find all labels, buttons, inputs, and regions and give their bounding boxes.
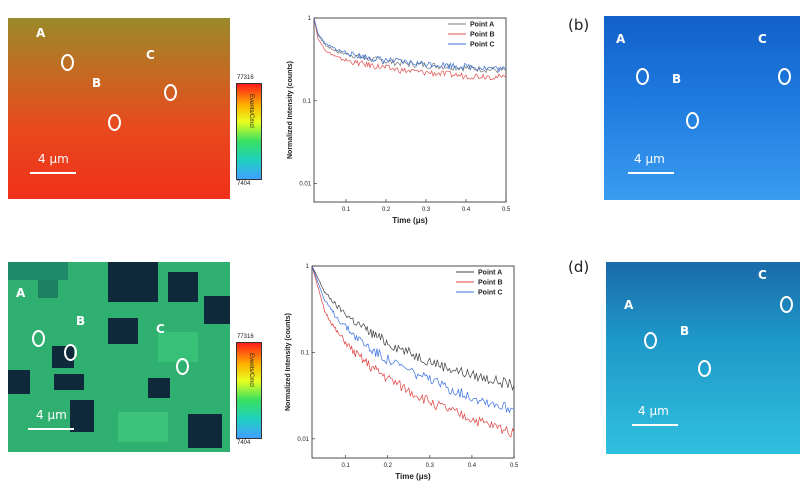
map-c-label-a: A — [16, 286, 26, 300]
map-c-colorbar-title: Events/Cmcl — [248, 353, 254, 387]
map-c-colorbar: 77316 Events/Cmcl 7404 — [236, 334, 262, 446]
series-line-point-b — [311, 265, 515, 438]
map-d-label-b: B — [680, 324, 690, 338]
series-line-point-a — [313, 17, 507, 74]
map-b-point-a-marker — [636, 68, 649, 85]
x-axis-label: Time (μs) — [392, 216, 428, 225]
map-a-point-a-marker — [61, 54, 74, 71]
x-tick-label: 0.1 — [342, 207, 351, 213]
map-c: A B C 4 μm — [8, 262, 230, 452]
map-d-point-c-marker — [780, 296, 793, 313]
map-d-point-b-marker — [698, 360, 711, 377]
map-b-label-a: A — [616, 32, 626, 46]
legend-entry: Point A — [478, 270, 502, 277]
plot-frame — [311, 265, 515, 459]
legend-entry: Point C — [470, 42, 495, 49]
x-tick-label: 0.4 — [468, 463, 477, 469]
map-b-point-b-marker — [686, 112, 699, 129]
panel-label-b: (b) — [568, 16, 590, 34]
map-a-colorbar-title: Events/Cmcl — [248, 94, 254, 128]
x-tick-label: 0.5 — [510, 463, 519, 469]
y-tick-label: 0.01 — [299, 182, 311, 188]
map-c-scale-bar: 4 μm — [28, 408, 78, 434]
map-c-scale-label: 4 μm — [36, 408, 67, 422]
series-line-point-a — [311, 265, 515, 392]
plot-frame — [313, 17, 507, 203]
legend-entry: Point A — [470, 22, 494, 29]
map-a-point-c-marker — [164, 84, 177, 101]
y-axis-label: Normalized Intensity (counts) — [287, 61, 294, 159]
map-b-scale-label: 4 μm — [634, 152, 665, 166]
map-a-colorbar-max: 77316 — [237, 75, 254, 81]
y-axis-label: Normalized Intensity (counts) — [285, 313, 292, 411]
map-c-label-b: B — [76, 314, 86, 328]
y-tick-label: 1 — [306, 264, 310, 270]
map-c-dark-patches — [8, 262, 230, 452]
map-a: A B C 4 μm — [8, 18, 230, 199]
decay-chart-bottom: 0.1 0.2 0.3 0.4 0.5 1 0.1 0.01 Time (μs) Normaliz… — [285, 264, 519, 481]
x-tick-label: 0.1 — [341, 463, 350, 469]
x-tick-label: 0.4 — [462, 207, 471, 213]
legend-entry: Point B — [478, 280, 503, 287]
map-c-label-c: C — [156, 322, 165, 336]
map-a-scale-label: 4 μm — [38, 152, 69, 166]
legend-entry: Point B — [470, 32, 495, 39]
y-tick-label: 0.1 — [301, 350, 310, 356]
series-line-point-c — [311, 265, 515, 414]
map-b: A B C 4 μm — [604, 16, 800, 200]
map-c-point-a-marker — [32, 330, 45, 347]
map-d-scale-label: 4 μm — [638, 404, 669, 418]
map-b-label-c: C — [758, 32, 767, 46]
map-a-label-b: B — [92, 76, 102, 90]
map-a-point-b-marker — [108, 114, 121, 131]
map-c-point-c-marker — [176, 358, 189, 375]
x-tick-label: 0.2 — [384, 463, 393, 469]
map-d-point-a-marker — [644, 332, 657, 349]
map-d-scale-bar: 4 μm — [632, 404, 682, 430]
map-a-colorbar-min: 7404 — [237, 181, 251, 187]
map-a-colorbar: 77316 Events/Cmcl 7404 — [236, 75, 262, 187]
x-axis-label: Time (μs) — [395, 472, 431, 481]
x-tick-label: 0.3 — [426, 463, 435, 469]
map-c-colorbar-min: 7404 — [237, 440, 251, 446]
y-tick-label: 0.01 — [297, 437, 309, 443]
y-tick-label: 0.1 — [303, 99, 312, 105]
map-d-label-c: C — [758, 268, 767, 282]
series-line-point-c — [313, 17, 507, 73]
x-tick-label: 0.5 — [502, 207, 511, 213]
map-d-label-a: A — [624, 298, 634, 312]
y-tick-label: 1 — [308, 16, 312, 22]
map-a-label-a: A — [36, 26, 46, 40]
map-a-label-c: C — [146, 48, 155, 62]
x-tick-label: 0.2 — [382, 207, 391, 213]
map-b-point-c-marker — [778, 68, 791, 85]
map-a-scale-bar: 4 μm — [30, 152, 80, 178]
panel-label-d: (d) — [568, 258, 590, 276]
map-b-label-b: B — [672, 72, 682, 86]
map-c-point-b-marker — [64, 344, 77, 361]
series-line-point-b — [313, 17, 507, 81]
map-d: A B C 4 μm — [606, 262, 800, 454]
map-b-scale-bar: 4 μm — [628, 152, 678, 178]
map-c-colorbar-max: 77316 — [237, 334, 254, 340]
x-tick-label: 0.3 — [422, 207, 431, 213]
decay-chart-top: 0.1 0.2 0.3 0.4 0.5 1 0.1 0.01 Time (μs) Normaliz… — [287, 16, 511, 225]
legend-entry: Point C — [478, 290, 503, 297]
